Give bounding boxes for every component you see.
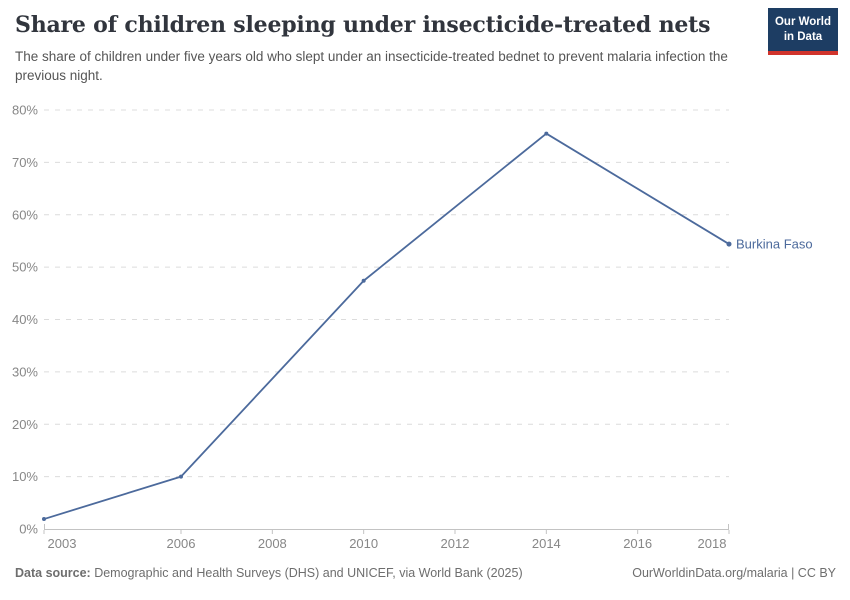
chart-subtitle: The share of children under five years o… (15, 48, 728, 83)
x-axis-tick-label: 2008 (258, 536, 287, 551)
chart-header: Share of children sleeping under insecti… (15, 12, 755, 85)
owid-logo-line2: in Data (783, 30, 823, 43)
data-source-note: Data source: Demographic and Health Surv… (15, 566, 523, 580)
owid-logo[interactable]: Our World in Data (768, 8, 838, 55)
x-axis-tick-label: 2014 (532, 536, 561, 551)
y-axis-tick-label: 10% (12, 469, 38, 484)
x-axis-tick-label: 2006 (167, 536, 196, 551)
x-axis-tick-label: 2003 (48, 536, 77, 551)
chart-footer: Data source: Demographic and Health Surv… (15, 566, 836, 580)
y-axis-tick-label: 80% (12, 103, 38, 118)
attribution-link[interactable]: OurWorldinData.org/malaria | CC BY (632, 566, 836, 580)
y-axis-tick-label: 30% (12, 364, 38, 379)
series-entity-label[interactable]: Burkina Faso (736, 237, 813, 252)
y-axis-tick-label: 40% (12, 312, 38, 327)
chart-title: Share of children sleeping under insecti… (15, 12, 711, 38)
x-axis-tick-label: 2016 (623, 536, 652, 551)
series-line[interactable] (43, 132, 730, 520)
x-axis-tick-label: 2018 (698, 536, 727, 551)
y-axis-tick-label: 0% (19, 522, 38, 537)
x-axis-tick-label: 2010 (349, 536, 378, 551)
data-point[interactable] (361, 278, 366, 283)
y-axis-tick-label: 70% (12, 155, 38, 170)
y-axis-tick-label: 60% (12, 207, 38, 222)
data-point[interactable] (179, 474, 183, 479)
y-axis-tick-label: 20% (12, 417, 38, 432)
y-axis-tick-label: 50% (12, 260, 38, 275)
data-point[interactable] (544, 131, 549, 136)
data-point[interactable] (42, 517, 46, 522)
owid-logo-line1: Our World (774, 16, 831, 28)
data-source-label: Data source: (15, 566, 91, 580)
x-axis-tick-label: 2012 (441, 536, 470, 551)
data-point[interactable] (726, 241, 732, 247)
data-source-text: Demographic and Health Surveys (DHS) and… (90, 566, 523, 580)
